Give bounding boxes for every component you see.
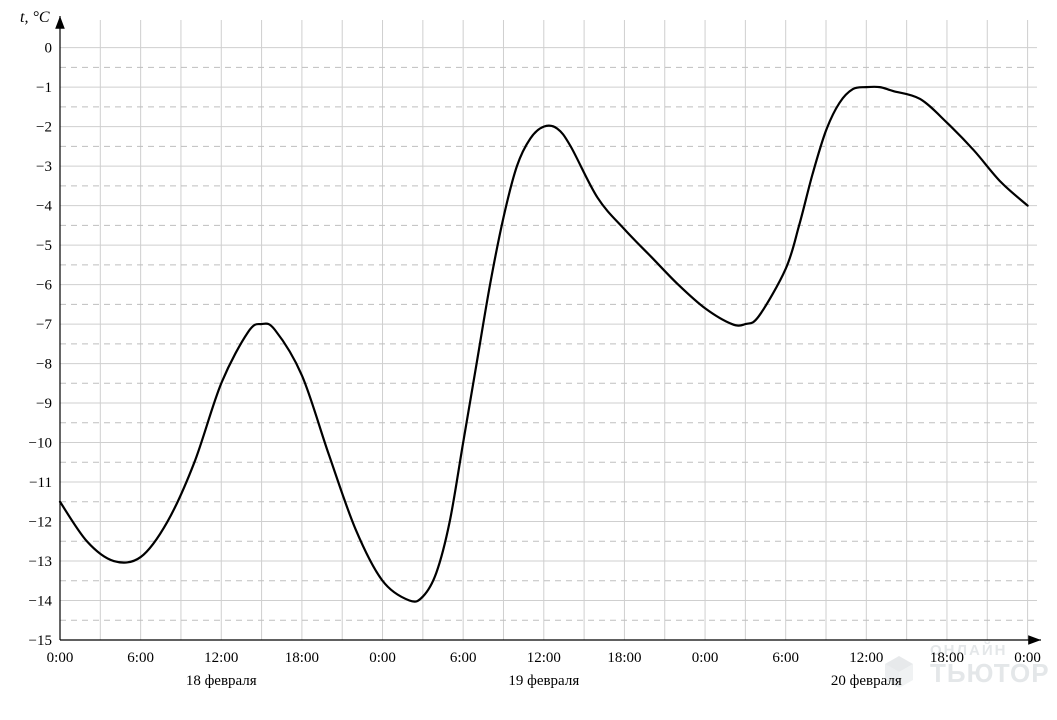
- x-tick-label: 12:00: [527, 650, 561, 666]
- x-date-label: 20 февраля: [831, 673, 902, 689]
- x-tick-label: 6:00: [772, 650, 799, 666]
- x-tick-label: 6:00: [127, 650, 154, 666]
- y-tick-label: −4: [36, 199, 52, 215]
- y-tick-label: 0: [45, 41, 53, 57]
- y-tick-label: −2: [36, 120, 52, 136]
- x-tick-label: 18:00: [285, 650, 319, 666]
- y-tick-label: −13: [29, 554, 52, 570]
- y-tick-label: −11: [29, 475, 52, 491]
- x-tick-label: 6:00: [450, 650, 477, 666]
- x-tick-label: 0:00: [47, 650, 74, 666]
- x-tick-label: 0:00: [692, 650, 719, 666]
- y-axis-label: t, °C: [20, 9, 50, 26]
- y-tick-label: −14: [29, 594, 53, 610]
- temperature-chart: ОНЛАЙНТЬЮТОРt, °C−15−14−13−12−11−10−9−8−…: [0, 0, 1057, 720]
- y-tick-label: −1: [36, 80, 52, 96]
- y-tick-label: −10: [29, 436, 52, 452]
- x-tick-label: 0:00: [1014, 650, 1041, 666]
- x-date-label: 18 февраля: [186, 673, 257, 689]
- x-tick-label: 18:00: [930, 650, 964, 666]
- x-date-label: 19 февраля: [508, 673, 579, 689]
- y-tick-label: −9: [36, 396, 52, 412]
- x-tick-label: 12:00: [204, 650, 238, 666]
- y-tick-label: −5: [36, 238, 52, 254]
- y-tick-label: −12: [29, 515, 52, 531]
- y-tick-label: −6: [36, 278, 52, 294]
- y-tick-label: −7: [36, 317, 52, 333]
- y-tick-label: −3: [36, 159, 52, 175]
- chart-svg: ОНЛАЙНТЬЮТОРt, °C−15−14−13−12−11−10−9−8−…: [0, 0, 1057, 720]
- y-tick-label: −8: [36, 357, 52, 373]
- x-tick-label: 18:00: [607, 650, 641, 666]
- x-tick-label: 0:00: [369, 650, 396, 666]
- x-tick-label: 12:00: [849, 650, 883, 666]
- y-tick-label: −15: [29, 633, 52, 649]
